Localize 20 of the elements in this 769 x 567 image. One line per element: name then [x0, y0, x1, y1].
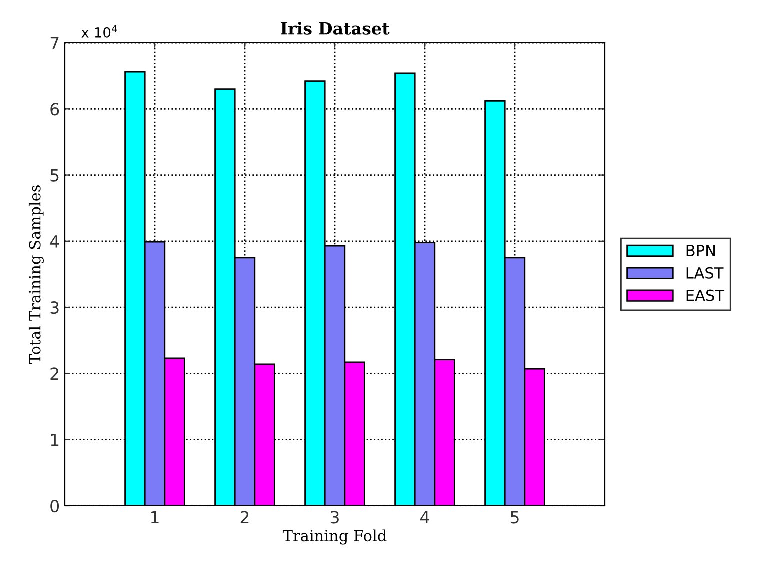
y-tick-label: 6: [50, 103, 60, 116]
y-tick-label: 0: [50, 500, 60, 513]
x-tick-label: 5: [510, 511, 519, 524]
y-tick-label: 2: [50, 368, 58, 380]
y-tick-label: 5: [50, 169, 59, 182]
y-axis-title: Total Training Samples: [28, 186, 44, 364]
legend-label: LAST: [686, 267, 724, 279]
y-tick-label: 1: [51, 434, 59, 446]
chart-title: Iris Dataset: [281, 22, 390, 35]
y-tick-label: 7: [50, 37, 59, 50]
legend-label: BPN: [686, 245, 715, 256]
x-tick-label: 2: [240, 511, 249, 524]
y-tick-label: 3: [50, 302, 59, 314]
legend-label: EAST: [686, 290, 725, 302]
x-tick-label: 4: [420, 511, 430, 524]
x-tick-label: 3: [330, 511, 339, 524]
x-tick-label: 1: [152, 511, 159, 524]
text: x 10$^{4}$: [82, 25, 118, 38]
x-axis-title: Training Fold: [282, 530, 387, 545]
y-tick-label: 4: [50, 236, 60, 248]
